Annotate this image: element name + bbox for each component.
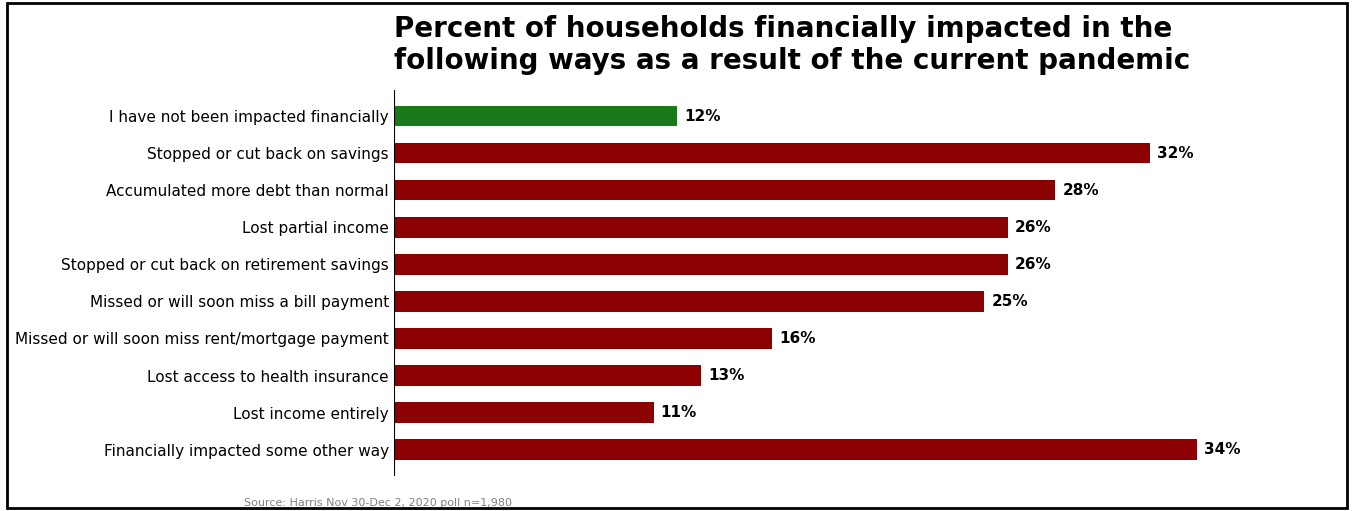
Text: 11%: 11% [661,405,697,420]
Bar [394,217,1009,238]
Bar [394,106,677,126]
Text: 12%: 12% [684,109,720,124]
Text: 26%: 26% [1016,257,1052,272]
Text: Percent of households financially impacted in the
following ways as a result of : Percent of households financially impact… [394,15,1190,76]
Text: 25%: 25% [991,294,1028,309]
Bar [394,439,1197,460]
Text: 32%: 32% [1158,146,1194,161]
Bar [394,402,654,423]
Bar [394,180,1055,200]
Text: Source: Harris Nov 30-Dec 2, 2020 poll n=1,980: Source: Harris Nov 30-Dec 2, 2020 poll n… [244,498,512,508]
Bar [394,328,772,349]
Bar [394,365,701,386]
Bar [394,143,1150,164]
Text: 16%: 16% [779,331,815,346]
Text: 13%: 13% [708,368,745,383]
Bar [394,291,984,312]
Text: 26%: 26% [1016,220,1052,235]
Text: 34%: 34% [1204,442,1240,457]
Text: 28%: 28% [1063,183,1099,198]
Bar [394,254,1009,274]
